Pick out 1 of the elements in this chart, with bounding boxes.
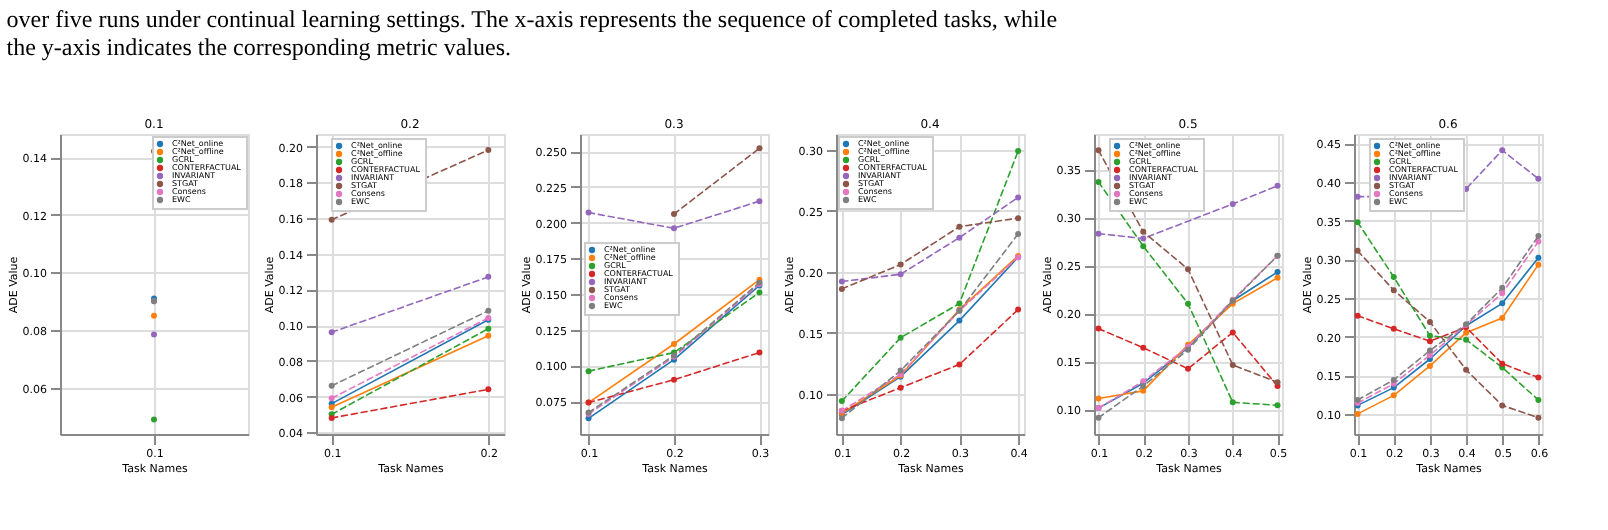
text: over five runs under continual learning settings. The x-axis represents the sequence of completed tasks, while the y-axis indicates the corresponding metric values. [6, 5, 1058, 61]
